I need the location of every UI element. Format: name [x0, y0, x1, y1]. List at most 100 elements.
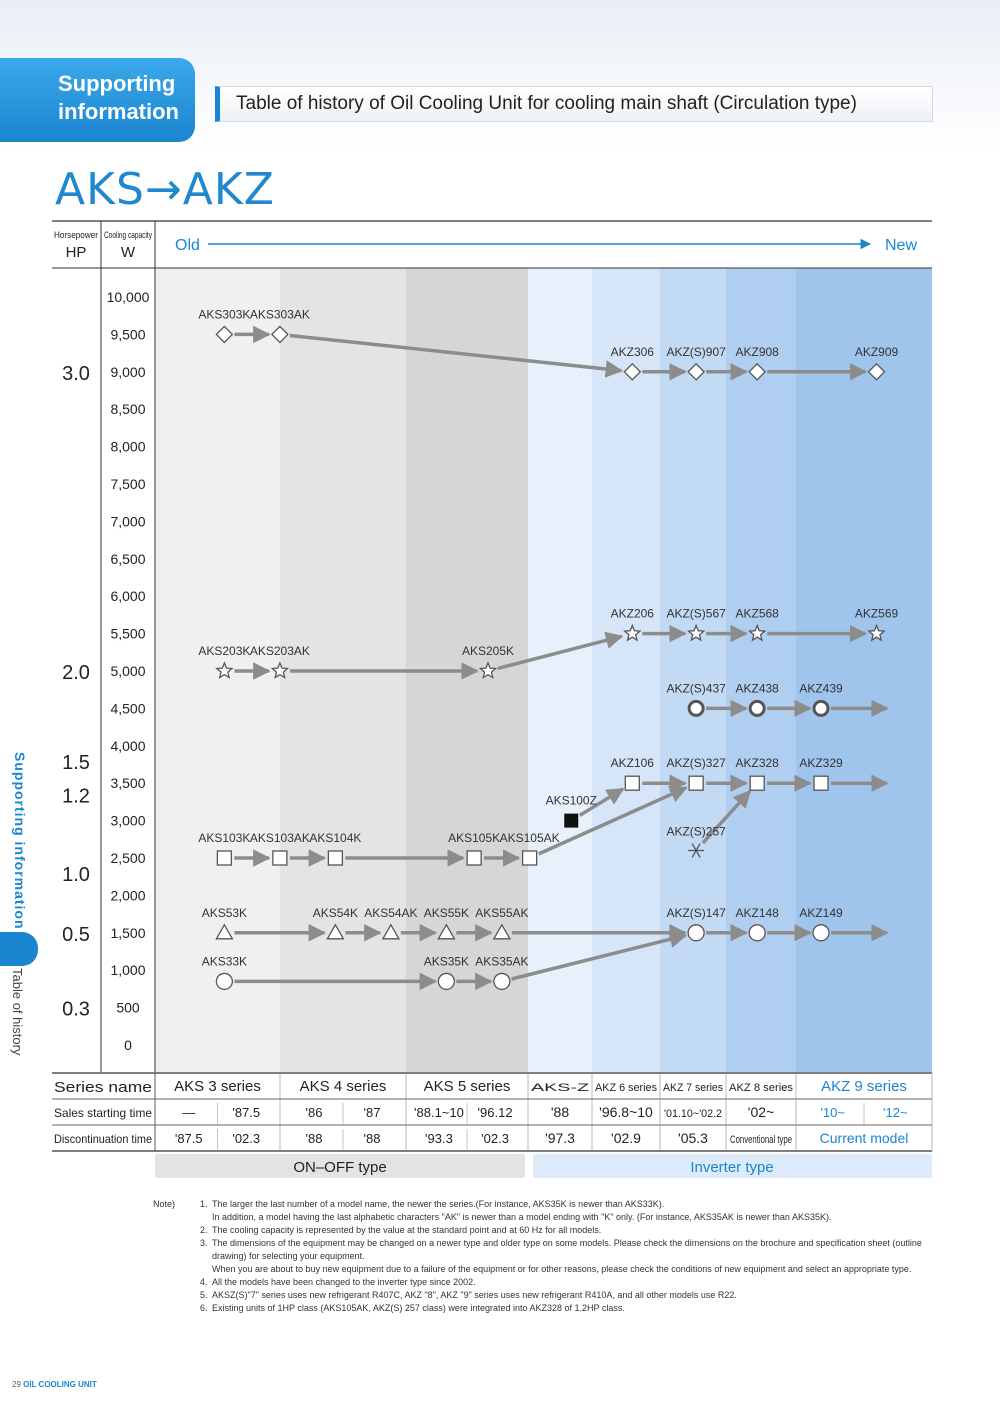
- date-cell: '10~: [820, 1105, 845, 1120]
- model-label: AKZ909: [855, 345, 899, 359]
- model-label: AKZ(S)907: [666, 345, 726, 359]
- model-aks53k: AKS53K: [202, 906, 247, 940]
- date-cell: '12~: [883, 1105, 908, 1120]
- model-akzs567: AKZ(S)567: [666, 607, 726, 642]
- model-aks54k: AKS54K: [313, 906, 358, 940]
- y-tick-label: 0: [124, 1037, 132, 1053]
- note-label: [153, 1289, 200, 1302]
- page-heading: Table of history of Oil Cooling Unit for…: [215, 86, 933, 122]
- model-label: AKZ328: [735, 756, 779, 770]
- date-cell: '02~: [748, 1104, 774, 1120]
- hp-label: 1.5: [62, 752, 90, 774]
- model-label: AKZ149: [799, 906, 843, 920]
- y-tick-label: 9,500: [110, 326, 145, 342]
- notes: Note) 1. The larger the last number of a m…: [153, 1198, 933, 1315]
- model-akz306: AKZ306: [611, 345, 655, 381]
- model-label: AKZ569: [855, 607, 899, 621]
- model-label: AKZ148: [735, 906, 779, 920]
- series-band-6: [726, 268, 796, 1072]
- model-label: AKS55K: [424, 906, 469, 920]
- snow-stroke: [691, 843, 701, 858]
- note-number: 5.: [200, 1290, 208, 1300]
- date-cell: '97.3: [545, 1130, 575, 1146]
- note-label: [153, 1224, 200, 1237]
- square-marker: [272, 850, 288, 866]
- model-akz329: AKZ329: [799, 756, 843, 791]
- diamond-marker: [623, 362, 642, 381]
- model-akzs327: AKZ(S)327: [666, 756, 726, 791]
- diamond-marker: [748, 362, 767, 381]
- date-cell: '02.9: [611, 1130, 641, 1146]
- model-label: AKZ(S)567: [666, 607, 726, 621]
- side-section-label: Supporting information: [12, 752, 28, 930]
- series-band-7: [796, 268, 932, 1072]
- note-item: 4. All the models have been changed to th…: [153, 1276, 933, 1289]
- model-akz148: AKZ148: [735, 906, 779, 942]
- circle-marker: [215, 972, 234, 991]
- date-cell: '88: [551, 1104, 569, 1120]
- date-cell: '05.3: [678, 1130, 708, 1146]
- model-aks54ak: AKS54AK: [364, 906, 418, 940]
- link-arrow: [701, 790, 752, 845]
- model-akz568: AKZ568: [735, 607, 779, 642]
- date-cell: '96.12: [478, 1105, 513, 1120]
- note-subtext: When you are about to buy new equipment …: [212, 1264, 912, 1274]
- circle-marker: [687, 924, 705, 942]
- model-akz908: AKZ908: [735, 345, 779, 381]
- page-number: 29: [12, 1380, 21, 1389]
- y-tick-label: 8,500: [110, 401, 145, 417]
- model-label: AKZ306: [611, 345, 655, 359]
- model-aks103k: AKS103K: [198, 831, 250, 866]
- series-band-5: [660, 268, 726, 1072]
- onoff-type-band: [155, 1154, 525, 1178]
- square-marker: [327, 850, 344, 866]
- model-akz328: AKZ328: [735, 756, 779, 791]
- model-aks203k: AKS203K: [198, 644, 250, 679]
- model-label: AKS303AK: [250, 307, 310, 321]
- inverter-type-label: Inverter type: [690, 1159, 773, 1176]
- triangle-marker: [437, 923, 456, 940]
- model-label: AKS54K: [313, 906, 358, 920]
- circle-marker: [437, 972, 456, 991]
- note-number: 1.: [200, 1199, 208, 1209]
- tab-line-1: Supporting: [58, 71, 176, 96]
- diamond-marker: [687, 362, 706, 381]
- series-band-3: [528, 268, 592, 1072]
- note-text: Existing units of 1HP class (AKS105AK, A…: [212, 1303, 625, 1313]
- model-label: AKS105K: [448, 831, 500, 845]
- note-number: 4.: [200, 1277, 208, 1287]
- model-label: AKS103AK: [250, 831, 310, 845]
- date-cell: '96.8~10: [599, 1104, 653, 1120]
- model-akz106: AKZ106: [611, 756, 654, 791]
- footer-brand: OIL COOLING UNIT: [23, 1380, 97, 1389]
- note-text: The larger the last number of a model na…: [212, 1199, 665, 1209]
- diamond-marker: [270, 325, 289, 344]
- note-text: All the models have been changed to the …: [212, 1277, 476, 1287]
- y-tick-label: 2,000: [110, 887, 145, 903]
- star-marker: [270, 661, 290, 679]
- series-name-cell: AKZ 8 series: [729, 1082, 794, 1094]
- note-label: [153, 1302, 200, 1315]
- filled-square-marker: [564, 813, 579, 828]
- date-cell: —: [182, 1105, 195, 1120]
- model-aks104k: AKS104K: [309, 831, 361, 866]
- date-cell: '02.3: [481, 1131, 509, 1146]
- date-cell: Current model: [820, 1130, 909, 1146]
- series-band-4: [592, 268, 660, 1072]
- square-marker: [624, 775, 640, 791]
- old-label: Old: [175, 237, 200, 254]
- date-cell: '02.3: [232, 1131, 260, 1146]
- circle-marker: [748, 924, 766, 942]
- model-aks35ak: AKS35AK: [475, 954, 529, 991]
- square-marker: [749, 775, 765, 791]
- date-cell: '87.5: [175, 1131, 203, 1146]
- series-name-cell: AKS 4 series: [300, 1078, 387, 1095]
- model-akz439: AKZ439: [799, 681, 843, 717]
- model-aks100z: AKS100Z: [546, 794, 597, 828]
- model-aks103ak: AKS103AK: [250, 831, 310, 866]
- model-label: AKZ568: [735, 607, 779, 621]
- model-akz909: AKZ909: [855, 345, 899, 381]
- model-akzs147: AKZ(S)147: [666, 906, 726, 942]
- onoff-type-label: ON–OFF type: [293, 1159, 386, 1176]
- note-item: 2. The cooling capacity is represented by…: [153, 1224, 933, 1237]
